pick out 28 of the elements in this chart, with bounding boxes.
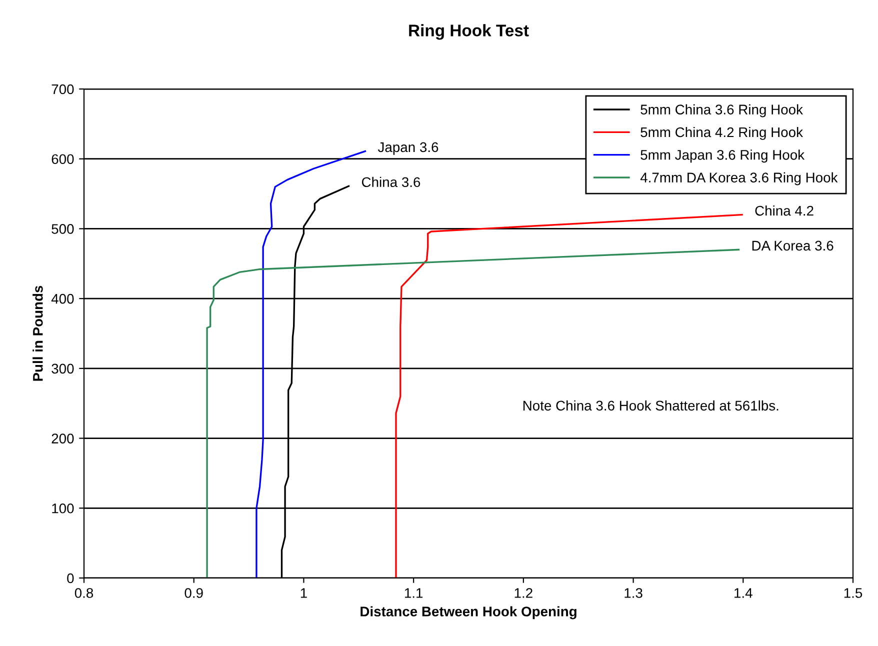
x-tick-label: 1.5 <box>844 588 862 598</box>
y-tick-label: 400 <box>51 294 74 304</box>
x-tick-label: 0.9 <box>184 588 203 598</box>
y-tick-label: 600 <box>52 154 74 164</box>
legend-label: 5mm China 3.6 Ring Hook <box>640 104 804 118</box>
y-axis-title: Pull in Pounds <box>32 286 43 381</box>
annotation: Note China 3.6 Hook Shattered at 561lbs. <box>523 400 778 411</box>
x-axis-title: Distance Between Hook Opening <box>360 606 576 620</box>
annotation: China 3.6 <box>362 176 420 188</box>
x-tick-label: 0.8 <box>74 588 94 598</box>
y-tick-label: 200 <box>52 434 74 444</box>
x-tick-label: 1.2 <box>514 588 532 598</box>
y-tick-label: 300 <box>52 364 74 374</box>
y-tick-label: 100 <box>52 503 74 514</box>
x-tick-label: 1.4 <box>734 588 752 598</box>
x-tick-label: 1.1 <box>404 588 423 598</box>
annotation: DA Korea 3.6 <box>752 240 834 251</box>
annotation: Japan 3.6 <box>378 142 438 155</box>
x-tick-label: 1.3 <box>624 588 642 598</box>
x-tick-label: 1 <box>300 588 307 598</box>
y-tick-label: 0 <box>67 573 74 584</box>
y-tick-label: 500 <box>52 224 74 234</box>
legend-label: 5mm Japan 3.6 Ring Hook <box>640 150 805 163</box>
annotation: China 4.2 <box>755 205 814 216</box>
chart-title: Ring Hook Test <box>409 24 529 40</box>
legend-label: 5mm China 4.2 Ring Hook <box>640 126 804 140</box>
legend-label: 4.7mm DA Korea 3.6 Ring Hook <box>640 172 838 186</box>
y-tick-label: 700 <box>52 84 74 94</box>
